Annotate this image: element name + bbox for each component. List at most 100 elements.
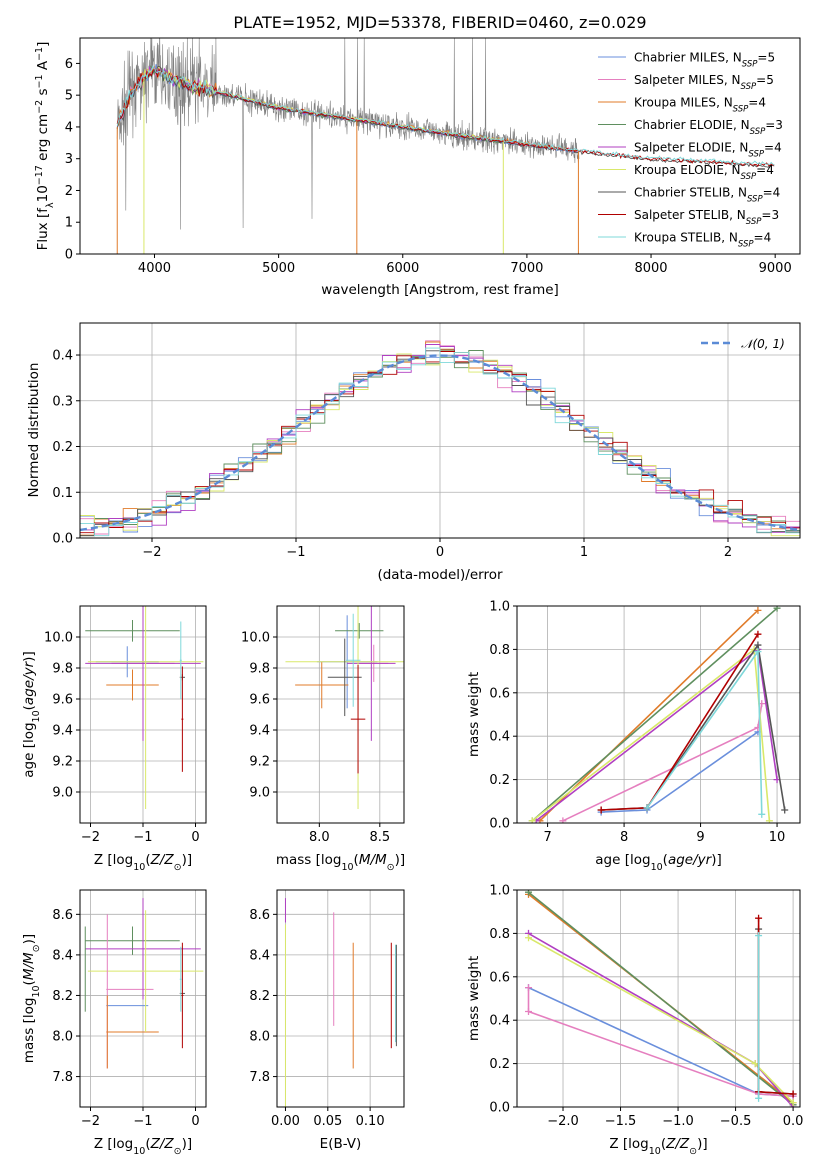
x-tick-label: 7000 [510, 261, 543, 276]
label-part: )] [21, 651, 37, 662]
y-tick-label: 10.0 [44, 631, 73, 646]
label-part: ( [663, 852, 668, 868]
legend-nssp: 4 [766, 163, 774, 177]
x-tick-label: 5000 [262, 261, 295, 276]
legend-n: , N [725, 51, 742, 65]
mass-weight-point [773, 606, 781, 612]
legend-eq: = [756, 163, 766, 177]
legend-sub: SSP [733, 105, 749, 115]
mass-weight-line [757, 929, 794, 1095]
mass-weight-point [755, 914, 763, 922]
mass-weight-line [601, 731, 759, 813]
x-tick-label: 0.10 [356, 1114, 385, 1129]
legend-nssp: 3 [771, 208, 779, 222]
label-part: ( [145, 852, 150, 868]
legend-n: , N [730, 186, 747, 200]
label-part: age/yr [668, 852, 713, 868]
y-tick-label: 8.6 [249, 908, 270, 923]
x-tick-label: −2.0 [547, 1114, 579, 1129]
y-tick-label: 8.4 [249, 948, 270, 963]
legend-model: Chabrier ELODIE [634, 118, 733, 132]
x-tick-label: −1.5 [605, 1114, 637, 1129]
label-part: ( [21, 705, 37, 710]
mass-weight-point [525, 934, 533, 942]
label-part: ⊙ [31, 944, 42, 952]
legend-model: Chabrier MILES [634, 51, 725, 65]
y-tick-label: 3 [65, 152, 73, 167]
plot-area [284, 898, 397, 1107]
label-part: ⊙ [174, 1146, 182, 1157]
legend-model: Kroupa ELODIE [634, 163, 724, 177]
y-tick-label: 7.8 [52, 1070, 73, 1085]
residual-histogram-line [80, 347, 800, 537]
y-tick-label: 2 [65, 184, 73, 199]
mass-weight-point [751, 1060, 759, 1068]
legend-sub: SSP [741, 82, 757, 92]
label-part: age [log [21, 722, 37, 777]
label-part: )] [395, 852, 406, 868]
legend-nssp: 5 [767, 51, 775, 65]
x-tick-label: 10 [769, 830, 786, 845]
x-tick-label: 7 [543, 830, 551, 845]
x-axis-label: Z [log10(Z/Z⊙)] [609, 1136, 707, 1157]
mass-weight-point [765, 817, 773, 823]
y-tick-label: 6 [65, 57, 73, 72]
axes-frame [276, 889, 405, 1108]
spectrum-panel: 4000 5000 6000 7000 8000 90000123456wavelengt… [34, 37, 801, 298]
legend-model: Salpeter ELODIE [634, 141, 732, 155]
x-tick-label: 0.0 [783, 1114, 804, 1129]
mass-weight-point [754, 606, 762, 614]
x-tick-label: −2 [142, 545, 161, 560]
mass-weight-vs-metallicity-panel: −2.0 −1.5 −1.0 −0.5 0.0 0.0 0.2 0.4 0.6 0.8 1.0 Z [… [466, 884, 803, 1157]
mass-weight-point [643, 804, 651, 812]
label-part: 10 [649, 1146, 661, 1157]
y-tick-label: 4 [65, 120, 73, 135]
mass-weight-point [597, 806, 605, 814]
label-part: mass weight [466, 672, 482, 757]
y-tick-label: 8.2 [249, 989, 270, 1004]
label-part: ] [35, 42, 51, 47]
mass-weight-line [527, 891, 794, 1106]
x-tick-label: −1 [133, 1114, 152, 1129]
legend-eq: = [765, 118, 775, 132]
label-part: E(B-V) [320, 1136, 362, 1152]
legend-nssp: 4 [773, 186, 781, 200]
x-tick-label: 4000 [138, 261, 171, 276]
age-vs-mass-panel: 8.0 8.5 9.0 9.2 9.4 9.6 9.8 10.0 mass [log10(M/M… [241, 605, 406, 873]
label-part: ⊙ [689, 1146, 697, 1157]
y-tick-label: 9.0 [249, 786, 270, 801]
label-part: λ [45, 202, 56, 208]
mass-weight-point [789, 1090, 797, 1098]
mass-weight-line [531, 607, 778, 822]
y-tick-label: 7.8 [249, 1070, 270, 1085]
y-tick-label: 8.6 [52, 908, 73, 923]
mass-weight-point [754, 630, 762, 638]
label-part: M/M [359, 852, 387, 868]
legend-n: , N [724, 73, 741, 87]
legend-nssp: 4 [774, 141, 782, 155]
label-part: mass [log [21, 998, 37, 1064]
mass-weight-line [527, 987, 794, 1097]
label-part: Z/Z [665, 1136, 690, 1152]
y-tick-label: 9.2 [52, 755, 73, 770]
observed-spectrum-line [116, 38, 580, 230]
y-tick-label: 0.6 [489, 686, 510, 701]
label-part: Z [log [609, 1136, 648, 1152]
axes-frame [516, 605, 801, 824]
mass-weight-point [525, 1008, 533, 1016]
y-axis-label: Flux [fλ10−17 erg cm−2 s−1 A−1] [34, 42, 56, 251]
label-part: ( [21, 980, 37, 985]
legend-eq: = [754, 231, 764, 245]
y-tick-label: 0.3 [52, 394, 73, 409]
label-part: 10 [341, 862, 353, 873]
label-part: Normed distribution [26, 363, 42, 498]
mass-vs-extinction-panel: 0.00 0.05 0.10 7.8 8.0 8.2 8.4 8.6 E(B-V) [249, 889, 405, 1152]
x-axis-label: Z [log10(Z/Z⊙)] [94, 852, 192, 873]
y-tick-label: 1 [65, 216, 73, 231]
x-tick-label: 9 [696, 830, 704, 845]
label-part: Z/Z [150, 852, 175, 868]
x-tick-label: −2 [81, 830, 100, 845]
y-tick-label: 0.8 [489, 927, 510, 942]
label-part: age/yr [21, 660, 37, 705]
y-axis-label: mass [log10(M/M⊙)] [21, 934, 42, 1063]
